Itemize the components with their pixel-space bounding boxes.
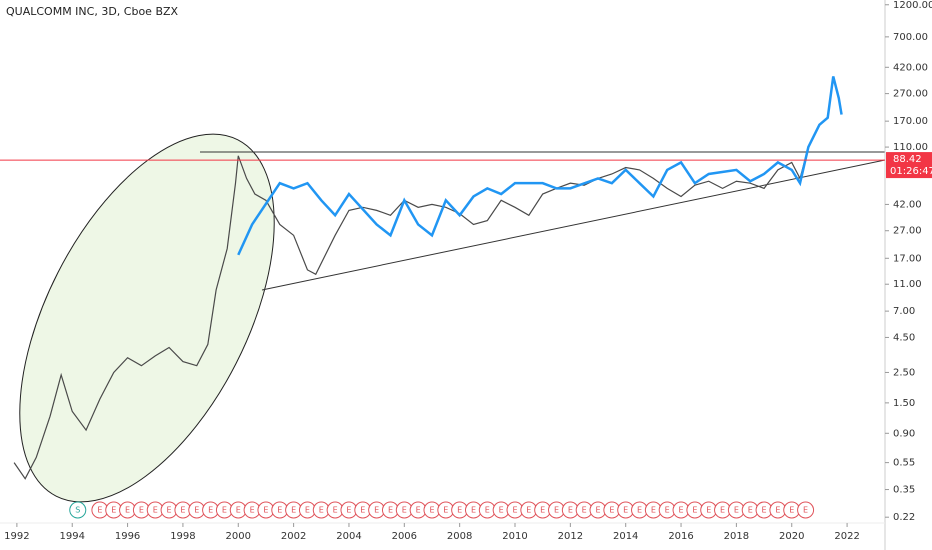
x-tick-label: 2018 bbox=[724, 531, 749, 542]
event-label: E bbox=[111, 506, 116, 515]
event-label: E bbox=[526, 506, 531, 515]
event-label: E bbox=[623, 506, 628, 515]
event-label: E bbox=[499, 506, 504, 515]
event-label: E bbox=[471, 506, 476, 515]
event-label: E bbox=[762, 506, 767, 515]
y-tick-label: 420.00 bbox=[893, 62, 928, 73]
event-label: E bbox=[277, 506, 282, 515]
x-tick-label: 2000 bbox=[226, 531, 251, 542]
y-tick-label: 0.90 bbox=[893, 428, 915, 439]
event-label: E bbox=[263, 506, 268, 515]
y-tick-label: 110.00 bbox=[893, 142, 928, 153]
event-label: E bbox=[416, 506, 421, 515]
event-label: E bbox=[651, 506, 656, 515]
y-tick-label: 0.22 bbox=[893, 512, 915, 523]
event-label: E bbox=[443, 506, 448, 515]
event-label: E bbox=[512, 506, 517, 515]
y-tick-label: 11.00 bbox=[893, 279, 922, 290]
event-label: E bbox=[665, 506, 670, 515]
event-label: E bbox=[692, 506, 697, 515]
event-label: E bbox=[595, 506, 600, 515]
last-price-tag bbox=[886, 152, 932, 179]
y-tick-label: 4.50 bbox=[893, 332, 915, 343]
event-label: E bbox=[388, 506, 393, 515]
x-tick-label: 2008 bbox=[447, 531, 472, 542]
event-label: E bbox=[554, 506, 559, 515]
event-label: E bbox=[457, 506, 462, 515]
event-label: E bbox=[360, 506, 365, 515]
price-line bbox=[13, 146, 809, 480]
x-tick-label: 1992 bbox=[4, 531, 29, 542]
event-label: E bbox=[194, 506, 199, 515]
event-label: E bbox=[429, 506, 434, 515]
event-label: E bbox=[679, 506, 684, 515]
ellipse-drawing bbox=[19, 133, 275, 503]
event-label: E bbox=[167, 506, 172, 515]
last-price-label: 88.42 bbox=[893, 154, 922, 165]
x-tick-label: 2016 bbox=[668, 531, 693, 542]
x-tick-label: 2014 bbox=[613, 531, 638, 542]
event-marker bbox=[797, 501, 815, 519]
event-label: E bbox=[139, 506, 144, 515]
x-tick-label: 2002 bbox=[281, 531, 306, 542]
event-label: E bbox=[250, 506, 255, 515]
event-label: E bbox=[291, 506, 296, 515]
event-label: E bbox=[582, 506, 587, 515]
event-marker bbox=[69, 501, 87, 519]
chart-title: QUALCOMM INC, 3D, Cboe BZX bbox=[6, 5, 179, 18]
y-tick-label: 1200.00 bbox=[893, 0, 932, 11]
y-tick-label: 17.00 bbox=[893, 253, 922, 264]
y-tick-label: 270.00 bbox=[893, 89, 928, 100]
y-tick-label: 170.00 bbox=[893, 116, 928, 127]
event-label: E bbox=[97, 506, 102, 515]
trendline-drawing bbox=[261, 159, 886, 291]
event-label: E bbox=[748, 506, 753, 515]
x-tick-label: 2022 bbox=[834, 531, 859, 542]
event-label: E bbox=[333, 506, 338, 515]
event-label: E bbox=[540, 506, 545, 515]
event-label: E bbox=[485, 506, 490, 515]
event-label: E bbox=[208, 506, 213, 515]
event-label: E bbox=[706, 506, 711, 515]
y-tick-label: 2.50 bbox=[893, 367, 915, 378]
event-label: E bbox=[803, 506, 808, 515]
y-tick-label: 0.35 bbox=[893, 485, 915, 496]
event-label: E bbox=[346, 506, 351, 515]
y-tick-label: 0.55 bbox=[893, 458, 915, 469]
price-line bbox=[237, 76, 843, 256]
event-label: E bbox=[236, 506, 241, 515]
event-label: E bbox=[402, 506, 407, 515]
event-label: E bbox=[734, 506, 739, 515]
event-label: E bbox=[180, 506, 185, 515]
y-tick-label: 27.00 bbox=[893, 226, 922, 237]
event-label: E bbox=[609, 506, 614, 515]
event-label: E bbox=[374, 506, 379, 515]
y-tick-label: 42.00 bbox=[893, 199, 922, 210]
x-tick-label: 2012 bbox=[558, 531, 583, 542]
x-tick-label: 2006 bbox=[392, 531, 417, 542]
y-tick-label: 7.00 bbox=[893, 306, 915, 317]
y-tick-label: 1.50 bbox=[893, 398, 915, 409]
event-label: E bbox=[319, 506, 324, 515]
event-label: E bbox=[789, 506, 794, 515]
x-tick-label: 2020 bbox=[779, 531, 804, 542]
x-tick-label: 1994 bbox=[60, 531, 85, 542]
event-label: E bbox=[775, 506, 780, 515]
event-label: E bbox=[305, 506, 310, 515]
event-label: E bbox=[568, 506, 573, 515]
x-tick-label: 1998 bbox=[170, 531, 195, 542]
x-tick-label: 2010 bbox=[502, 531, 527, 542]
event-label: E bbox=[153, 506, 158, 515]
countdown-label: 01:26:47 bbox=[890, 166, 932, 177]
event-label: E bbox=[637, 506, 642, 515]
event-label: E bbox=[125, 506, 130, 515]
y-tick-label: 700.00 bbox=[893, 32, 928, 43]
event-label: S bbox=[75, 506, 80, 515]
x-tick-label: 2004 bbox=[336, 531, 361, 542]
event-label: E bbox=[720, 506, 725, 515]
x-tick-label: 1996 bbox=[115, 531, 140, 542]
event-label: E bbox=[222, 506, 227, 515]
